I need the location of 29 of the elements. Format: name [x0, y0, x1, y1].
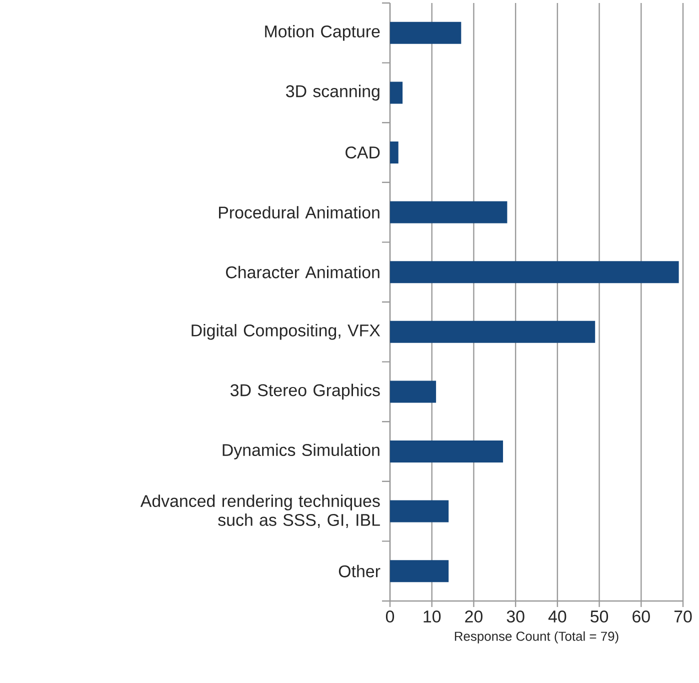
x-axis-title: Response Count (Total = 79)	[454, 631, 618, 644]
bar	[390, 22, 462, 44]
x-tick-label: 60	[632, 610, 650, 623]
y-tick-label: CAD	[346, 146, 380, 158]
bar	[390, 320, 596, 343]
y-tick-label: Digital Compositing, VFX	[192, 324, 380, 340]
bar	[390, 201, 508, 224]
x-tick-label: 50	[590, 610, 608, 623]
x-tick-label: 30	[506, 610, 524, 623]
bar	[390, 500, 449, 522]
y-tick-label: Procedural Animation	[219, 206, 380, 219]
y-tick-label: Dynamics Simulation	[222, 444, 380, 460]
y-tick-label: 3D Stereo Graphics	[230, 384, 380, 400]
x-tick-label: 10	[424, 610, 441, 623]
y-tick-label: 3D scanning	[286, 84, 380, 101]
x-tick-label: 70	[674, 610, 692, 623]
x-tick-label: 40	[548, 610, 566, 623]
y-tick-label: Advanced rendering techniques such as SSS, GI, IBL	[140, 494, 380, 528]
bar	[390, 82, 403, 104]
bar	[390, 560, 449, 582]
x-tick-label: 0	[386, 610, 394, 623]
bar	[390, 440, 504, 462]
bar	[390, 380, 436, 403]
y-tick-label: Other	[338, 564, 380, 578]
x-tick-label: 20	[465, 610, 482, 623]
bar	[390, 141, 398, 164]
bar	[390, 261, 679, 284]
y-tick-label: Motion Capture	[265, 25, 380, 41]
y-tick-label: Character Animation	[226, 266, 380, 278]
